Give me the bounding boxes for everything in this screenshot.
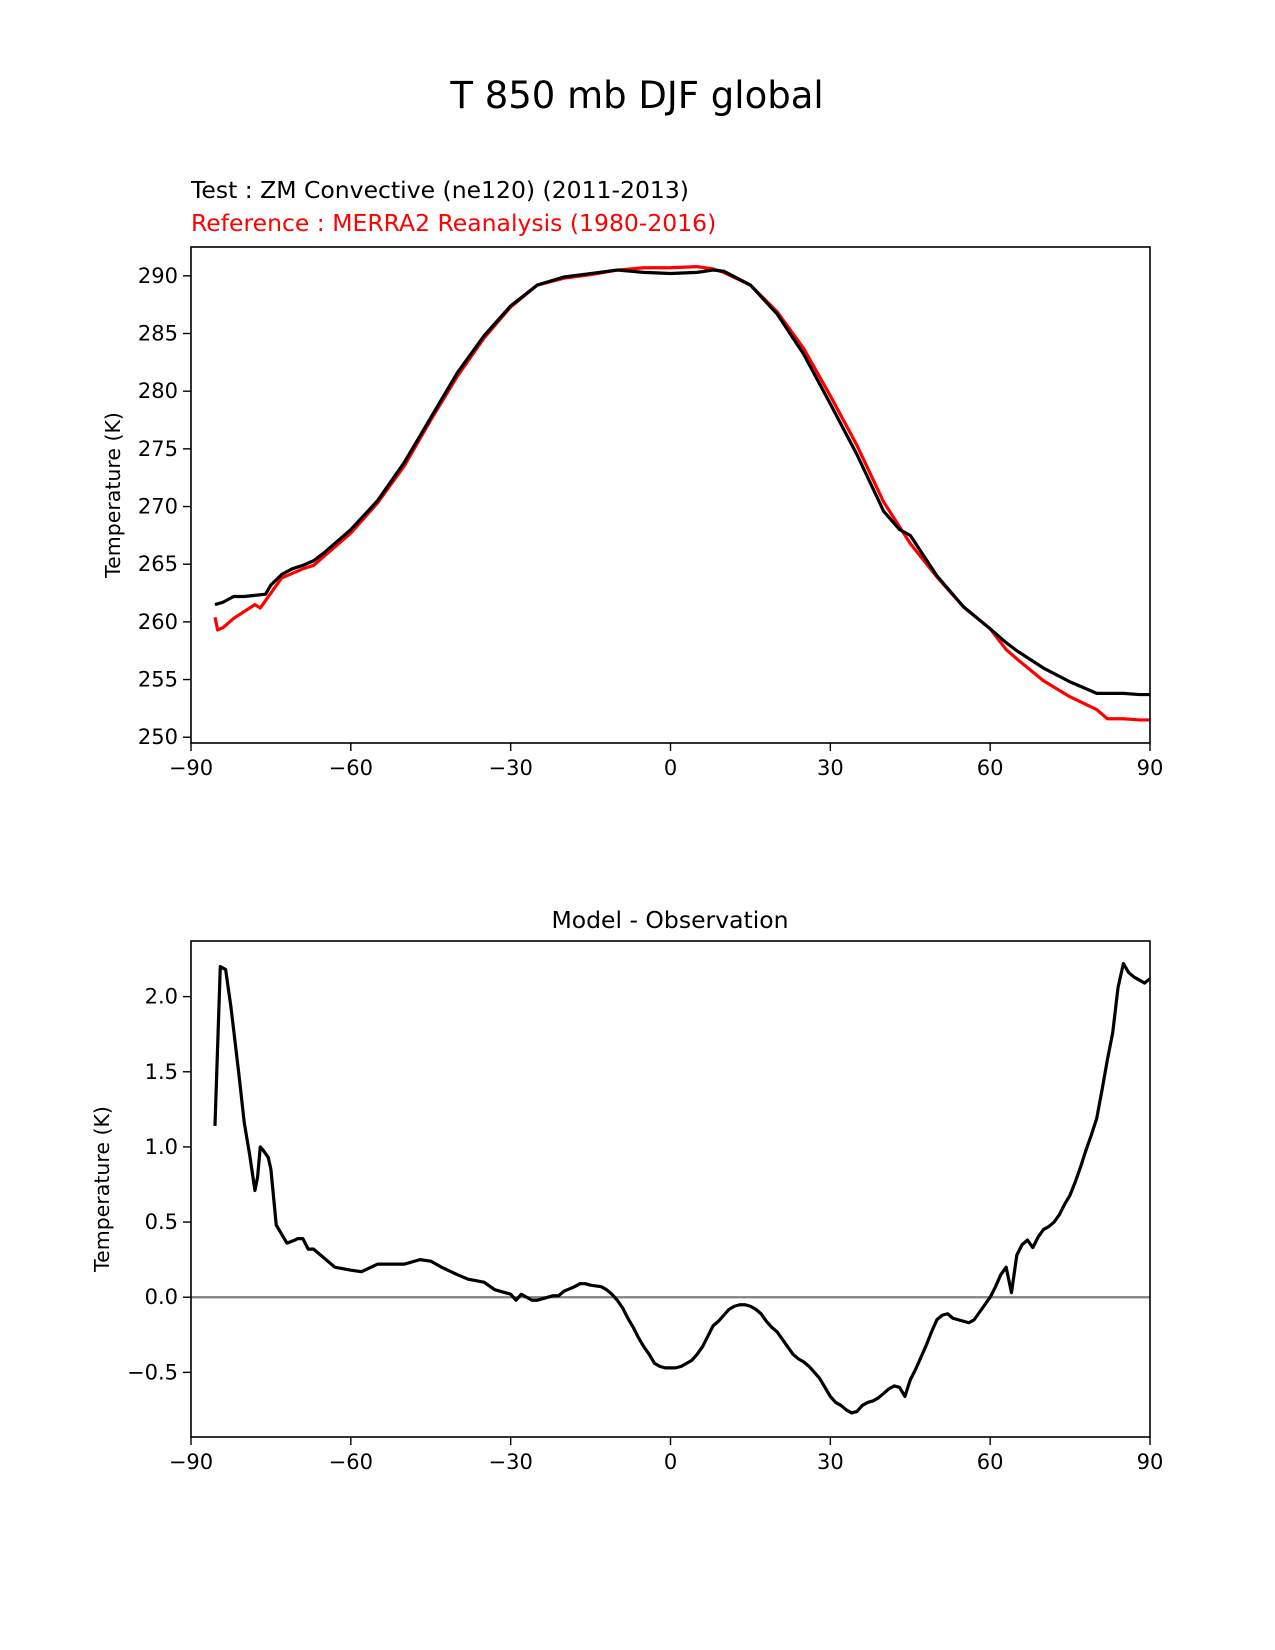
top-ylabel: Temperature (K) <box>101 412 125 579</box>
bottom-series-model-observation <box>213 961 1150 1415</box>
top-ytick-label: 250 <box>138 725 178 749</box>
figure-title: T 850 mb DJF global <box>449 74 823 117</box>
top-ytick-label: 270 <box>138 495 178 519</box>
top-ytick-label: 275 <box>138 437 178 461</box>
top-series-test <box>214 268 1150 697</box>
top-ytick-label: 280 <box>138 379 178 403</box>
top-xtick-label: −30 <box>489 756 533 780</box>
bottom-ytick-label: 0.5 <box>145 1210 178 1234</box>
top-xtick-label: −60 <box>329 756 373 780</box>
bottom-ytick-label: −0.5 <box>127 1360 178 1384</box>
top-xtick-label: 60 <box>977 756 1004 780</box>
top-ytick-label: 290 <box>138 264 178 288</box>
bottom-ytick-label: 1.5 <box>145 1060 178 1084</box>
bottom-xtick-label: 30 <box>817 1450 844 1474</box>
bottom-xtick-label: −30 <box>489 1450 533 1474</box>
bottom-xtick-label: 0 <box>664 1450 677 1474</box>
bottom-series-group <box>191 961 1150 1415</box>
top-ytick-label: 265 <box>138 552 178 576</box>
top-series-group <box>213 265 1150 722</box>
top-panel: Test : ZM Convective (ne120) (2011-2013)… <box>101 176 1163 780</box>
bottom-ytick-label: 2.0 <box>145 985 178 1009</box>
bottom-ytick-label: 0.0 <box>145 1285 178 1309</box>
test-title: Test : ZM Convective (ne120) (2011-2013) <box>190 176 689 204</box>
bottom-panel: Model - Observation −90 −60 −30 0 30 60 90 −0.5… <box>90 906 1163 1474</box>
top-xtick-label: 90 <box>1137 756 1164 780</box>
bottom-ylabel: Temperature (K) <box>90 1106 114 1273</box>
bottom-xtick-label: −90 <box>169 1450 213 1474</box>
bottom-xtick-label: 90 <box>1137 1450 1164 1474</box>
top-xtick-label: −90 <box>169 756 213 780</box>
top-ytick-label: 285 <box>138 322 178 346</box>
bottom-xtick-label: 60 <box>977 1450 1004 1474</box>
bottom-axis-ticks: −90 −60 −30 0 30 60 90 −0.5 0.0 0.5 1.0 1.5 2.0 <box>127 985 1163 1474</box>
top-axis-ticks: −90 −60 −30 0 30 60 90 250 255 260 265 270 275 280 285… <box>138 264 1163 780</box>
top-xtick-label: 0 <box>664 756 677 780</box>
reference-title: Reference : MERRA2 Reanalysis (1980-2016… <box>191 209 716 237</box>
bottom-xtick-label: −60 <box>329 1450 373 1474</box>
bottom-ytick-label: 1.0 <box>145 1135 178 1159</box>
bottom-title: Model - Observation <box>551 906 788 934</box>
bottom-plot-frame <box>190 940 1151 1438</box>
top-series-reference <box>213 265 1150 722</box>
top-ytick-label: 255 <box>138 668 178 692</box>
top-ytick-label: 260 <box>138 610 178 634</box>
top-plot-frame <box>190 246 1151 744</box>
top-xtick-label: 30 <box>817 756 844 780</box>
